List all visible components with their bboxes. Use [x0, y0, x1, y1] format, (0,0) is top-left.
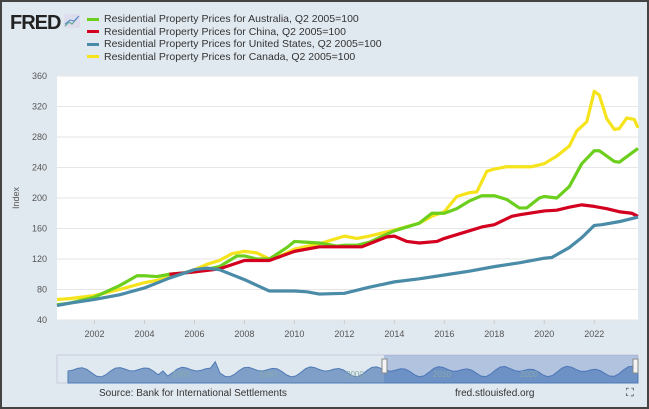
x-tick-label: 2020 [534, 329, 554, 339]
y-tick-label: 320 [32, 102, 47, 112]
y-tick-label: 240 [32, 163, 47, 173]
navigator-handle[interactable] [381, 358, 388, 374]
legend-item-united-states[interactable]: Residential Property Prices for United S… [87, 38, 382, 51]
legend-item-australia[interactable]: Residential Property Prices for Australi… [87, 13, 382, 26]
y-tick-label: 280 [32, 132, 47, 142]
navigator-label: 1990 [259, 370, 277, 379]
x-tick-label: 2006 [184, 329, 204, 339]
graph-icon [64, 14, 80, 28]
navigator-selection[interactable] [384, 355, 638, 383]
x-tick-label: 2022 [584, 329, 604, 339]
series-line-china[interactable] [169, 203, 639, 276]
y-tick-label: 160 [32, 224, 47, 234]
x-tick-label: 2014 [384, 329, 404, 339]
legend-label: Residential Property Prices for Canada, … [104, 50, 356, 63]
legend-swatch [87, 30, 99, 34]
y-tick-label: 120 [32, 254, 47, 264]
legend-label: Residential Property Prices for Australi… [104, 13, 359, 25]
legend-swatch [87, 42, 99, 46]
x-tick-label: 2002 [84, 329, 104, 339]
legend-label: Residential Property Prices for China, Q… [104, 25, 346, 38]
navigator-label: 2010 [433, 370, 451, 379]
navigator-label: 2000 [346, 370, 364, 379]
navigator-handle[interactable] [632, 358, 639, 374]
y-tick-label: 360 [32, 71, 47, 81]
legend-swatch [87, 55, 99, 59]
legend-label: Residential Property Prices for United S… [104, 38, 382, 50]
y-tick-label: 40 [37, 315, 47, 325]
fred-logo: FRED [10, 12, 61, 34]
y-tick-label: 80 [37, 285, 47, 295]
x-tick-label: 2018 [484, 329, 504, 339]
y-axis-label: Index [11, 186, 21, 209]
x-tick-label: 2004 [134, 329, 154, 339]
navigator-label: 1980 [172, 370, 190, 379]
x-tick-label: 2008 [234, 329, 254, 339]
x-tick-label: 2010 [284, 329, 304, 339]
x-tick-label: 2016 [434, 329, 454, 339]
y-tick-label: 200 [32, 193, 47, 203]
legend-swatch [87, 17, 99, 21]
series-line-united-states[interactable] [56, 215, 639, 308]
legend-item-canada[interactable]: Residential Property Prices for Canada, … [87, 51, 382, 64]
legend-item-china[interactable]: Residential Property Prices for China, Q… [87, 26, 382, 39]
navigator-series [67, 360, 639, 384]
legend: Residential Property Prices for Australi… [87, 13, 382, 63]
source-note: Source: Bank for International Settlemen… [99, 388, 287, 399]
fullscreen-icon[interactable]: ⛶ [626, 387, 634, 399]
x-tick-label: 2012 [334, 329, 354, 339]
site-link[interactable]: fred.stlouisfed.org [455, 388, 535, 399]
navigator-label: 2020 [520, 370, 538, 379]
